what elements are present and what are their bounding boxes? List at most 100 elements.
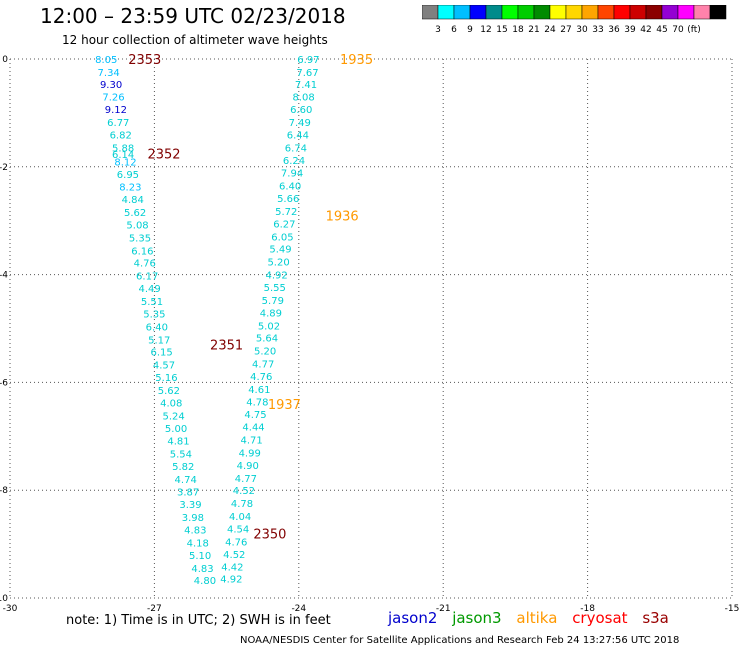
legend-label: 42 [640, 25, 651, 35]
data-point-label: 8.23 [119, 183, 141, 194]
data-point-label: 4.04 [229, 512, 251, 523]
data-point-label: 4.84 [122, 195, 144, 206]
x-tick-label: -15 [725, 604, 740, 614]
satellite-legend: jason2 jason3 altika cryosat s3a [388, 609, 679, 627]
data-point-label: 7.94 [281, 169, 303, 180]
data-point-label: 5.82 [172, 462, 194, 473]
track-time-label: 1936 [326, 209, 359, 224]
track-time-label: 2350 [253, 527, 286, 542]
sat-jason3: jason3 [452, 609, 502, 627]
legend-swatch [709, 5, 727, 20]
legend-label: 39 [624, 25, 636, 35]
legend-label: (ft) [687, 25, 701, 35]
data-point-label: 9.12 [105, 105, 127, 116]
data-point-label: 7.26 [102, 93, 124, 104]
data-point-label: 5.66 [277, 194, 299, 205]
data-point-label: 4.76 [225, 537, 247, 548]
credit-line: NOAA/NESDIS Center for Satellite Applica… [240, 635, 680, 646]
data-point-label: 6.16 [131, 246, 153, 257]
data-point-label: 5.64 [256, 334, 278, 345]
color-scale-legend: 3 6 9 12 15 18 21 24 27 30 33 36 39 42 45 70 (ft) [422, 5, 727, 35]
data-point-label: 5.51 [141, 297, 163, 308]
data-point-label: 4.78 [246, 397, 268, 408]
x-tick-label: -24 [291, 604, 306, 614]
y-tick-label: -2 [0, 163, 8, 173]
x-tick-label: -30 [3, 604, 18, 614]
data-point-label: 5.20 [267, 258, 289, 269]
legend-label: 9 [467, 25, 473, 35]
data-point-label: 4.76 [134, 259, 156, 270]
y-tick-label: -4 [0, 271, 8, 281]
data-point-label: 4.44 [242, 423, 264, 434]
data-point-label: 4.54 [227, 524, 249, 535]
data-point-label: 8.05 [95, 55, 117, 66]
data-point-label: 4.75 [244, 410, 266, 421]
data-point-label: 4.71 [240, 436, 262, 447]
data-point-label: 5.00 [165, 424, 187, 435]
legend-label: 12 [480, 25, 491, 35]
data-point-label: 4.90 [237, 461, 259, 472]
data-point-label: 5.35 [143, 309, 165, 320]
legend-label: 36 [608, 25, 620, 35]
data-point-label: 3.39 [179, 500, 201, 511]
track-time-label: 2352 [147, 147, 180, 162]
data-point-label: 5.54 [170, 450, 192, 461]
data-point-label: 7.49 [289, 118, 311, 129]
legend-label: 27 [560, 25, 571, 35]
x-tick-label: -21 [436, 604, 451, 614]
legend-label: 70 [672, 25, 684, 35]
data-point-label: 4.52 [223, 550, 245, 561]
y-tick-label: -10 [0, 594, 8, 604]
data-point-label: 7.34 [98, 68, 120, 79]
y-tick-label: 0 [2, 55, 8, 65]
data-point-label: 5.88 [112, 143, 134, 154]
legend-label: 15 [496, 25, 507, 35]
data-point-label: 4.89 [260, 308, 282, 319]
data-point-label: 4.99 [239, 448, 261, 459]
data-point-label: 5.08 [126, 220, 148, 231]
chart-title: 12:00 – 23:59 UTC 02/23/2018 [40, 4, 346, 28]
legend-label: 30 [576, 25, 588, 35]
data-point-label: 5.20 [254, 347, 276, 358]
data-point-label: 8.12 [114, 157, 136, 168]
data-point-label: 6.95 [117, 170, 139, 181]
sat-cryosat: cryosat [572, 609, 628, 627]
legend-label: 3 [435, 25, 441, 35]
chart-subtitle: 12 hour collection of altimeter wave hei… [62, 33, 328, 47]
data-point-label: 4.81 [167, 437, 189, 448]
data-point-label: 6.82 [110, 130, 132, 141]
data-point-label: 6.77 [107, 118, 129, 129]
data-point-label: 6.60 [290, 105, 312, 116]
x-tick-label: -27 [147, 604, 162, 614]
legend-label: 6 [451, 25, 457, 35]
data-point-label: 4.80 [194, 576, 216, 587]
data-point-label: 5.49 [269, 245, 291, 256]
data-point-label: 3.98 [182, 513, 204, 524]
data-point-label: 4.92 [266, 271, 288, 282]
track-time-label: 2351 [210, 339, 243, 354]
data-point-label: 5.17 [148, 335, 170, 346]
data-point-label: 5.79 [262, 296, 284, 307]
data-point-label: 4.83 [184, 526, 206, 537]
data-point-label: 3.87 [177, 487, 199, 498]
data-point-label: 4.77 [235, 474, 257, 485]
track-time-label: 1935 [340, 53, 373, 68]
data-point-label: 4.74 [175, 475, 197, 486]
sat-s3a: s3a [642, 609, 669, 627]
data-point-label: 6.15 [150, 348, 172, 359]
track-time-label: 2353 [128, 53, 161, 68]
legend-label: 21 [528, 25, 539, 35]
track-time-label: 1937 [268, 398, 301, 413]
data-point-label: 6.27 [273, 219, 295, 230]
data-point-label: 4.18 [187, 538, 209, 549]
data-point-label: 4.83 [191, 564, 213, 575]
data-point-label: 4.77 [252, 360, 274, 371]
legend-label: 24 [544, 25, 556, 35]
data-point-label: 7.41 [295, 80, 317, 91]
data-point-label: 5.62 [158, 386, 180, 397]
data-point-label: 4.08 [160, 398, 182, 409]
data-point-label: 4.42 [221, 563, 243, 574]
data-point-label: 5.16 [155, 373, 177, 384]
sat-altika: altika [516, 609, 558, 627]
